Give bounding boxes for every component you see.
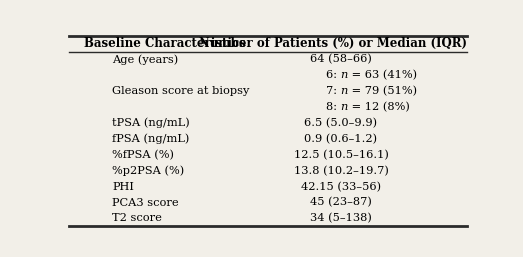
Text: Number of Patients (%) or Median (IQR): Number of Patients (%) or Median (IQR): [199, 37, 467, 50]
Text: 64 (58–66): 64 (58–66): [310, 54, 372, 65]
Text: 6:: 6:: [326, 70, 340, 80]
Text: PCA3 score: PCA3 score: [112, 198, 179, 208]
Text: = 63 (41%): = 63 (41%): [348, 70, 417, 81]
Text: Gleason score at biopsy: Gleason score at biopsy: [112, 86, 249, 96]
Text: 0.9 (0.6–1.2): 0.9 (0.6–1.2): [304, 134, 378, 144]
Text: n: n: [340, 70, 348, 80]
Text: %fPSA (%): %fPSA (%): [112, 150, 174, 160]
Text: 42.15 (33–56): 42.15 (33–56): [301, 181, 381, 192]
Text: n: n: [340, 102, 348, 112]
Text: 13.8 (10.2–19.7): 13.8 (10.2–19.7): [293, 166, 389, 176]
Text: 45 (23–87): 45 (23–87): [310, 197, 372, 208]
Text: %p2PSA (%): %p2PSA (%): [112, 166, 184, 176]
Text: Age (years): Age (years): [112, 54, 178, 65]
Text: Baseline Characteristics: Baseline Characteristics: [84, 37, 245, 50]
Text: 7:: 7:: [326, 86, 340, 96]
Text: 12.5 (10.5–16.1): 12.5 (10.5–16.1): [293, 150, 389, 160]
Text: 6.5 (5.0–9.9): 6.5 (5.0–9.9): [304, 118, 378, 128]
Text: n: n: [340, 86, 348, 96]
Text: 34 (5–138): 34 (5–138): [310, 213, 372, 224]
Text: fPSA (ng/mL): fPSA (ng/mL): [112, 134, 189, 144]
Text: = 12 (8%): = 12 (8%): [348, 102, 410, 112]
Text: tPSA (ng/mL): tPSA (ng/mL): [112, 118, 190, 128]
Text: PHI: PHI: [112, 182, 134, 192]
Text: T2 score: T2 score: [112, 213, 162, 223]
Text: 8:: 8:: [326, 102, 340, 112]
Text: = 79 (51%): = 79 (51%): [348, 86, 417, 96]
